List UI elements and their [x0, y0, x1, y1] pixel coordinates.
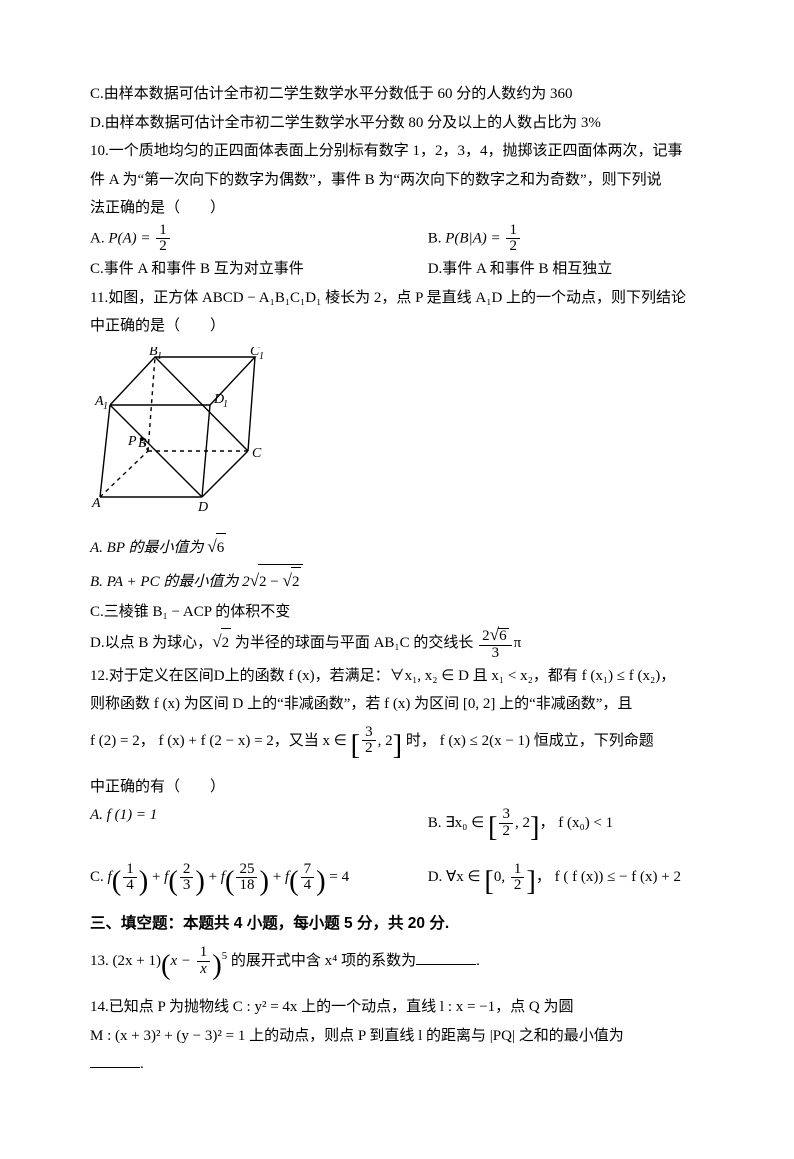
q13: 13. (2x + 1)(x − 1x)5 的展开式中含 x⁴ 项的系数为. [90, 939, 704, 993]
q12-option-a: A. f (1) = 1 [90, 801, 428, 855]
svg-text:1: 1 [223, 399, 228, 410]
q14-blank-line: . [90, 1050, 704, 1079]
svg-text:P: P [127, 434, 137, 449]
svg-text:A: A [91, 496, 101, 511]
q10-option-b: B. P(B|A) = 12 [428, 223, 704, 256]
q13-blank[interactable] [416, 947, 476, 965]
svg-text:D: D [197, 500, 208, 515]
q10-stem-3: 法正确的是（ ） [90, 194, 704, 223]
q12-stem-1: 12.对于定义在区间D上的函数 f (x)，若满足：∀x₁, x₂ ∈ D 且 … [90, 662, 704, 691]
q12-stem-4: 中正确的有（ ） [90, 773, 704, 802]
svg-text:B: B [138, 436, 147, 451]
q11-stem-1: 11.如图，正方体 ABCD − A₁B₁C₁D₁ 棱长为 2，点 P 是直线 … [90, 284, 704, 313]
q11-option-c: C.三棱锥 B₁ − ACP 的体积不变 [90, 598, 704, 627]
svg-text:1: 1 [259, 351, 264, 362]
q10-option-a: A. P(A) = 12 [90, 223, 428, 256]
q12-option-c: C. f(14) + f(23) + f(2518) + f(74) = 4 [90, 855, 428, 909]
q12-option-b: B. ∃x₀ ∈ [32, 2]， f (x₀) < 1 [428, 801, 704, 855]
q11-stem-2: 中正确的是（ ） [90, 312, 704, 341]
q11-option-b: B. PA + PC 的最小值为 22 − 2 [90, 564, 704, 598]
q12-stem-3: f (2) = 2， f (x) + f (2 − x) = 2，又当 x ∈ … [90, 719, 704, 773]
q12-option-d: D. ∀x ∈ [0, 12]， f ( f (x)) ≤ − f (x) + … [428, 855, 704, 909]
q10-stem-1: 10.一个质地均匀的正四面体表面上分别标有数字 1，2，3，4，抛掷该正四面体两… [90, 137, 704, 166]
q12-stem-2: 则称函数 f (x) 为区间 D 上的“非减函数”，若 f (x) 为区间 [0… [90, 690, 704, 719]
q14-blank[interactable] [90, 1051, 140, 1069]
q14-line1: 14.已知点 P 为抛物线 C : y² = 4x 上的一个动点，直线 l : … [90, 993, 704, 1022]
svg-text:1: 1 [157, 351, 162, 362]
q10-option-d: D.事件 A 和事件 B 相互独立 [428, 255, 704, 284]
svg-text:1: 1 [103, 401, 108, 412]
svg-text:C: C [252, 446, 262, 461]
q14-line2: M : (x + 3)² + (y − 3)² = 1 上的动点，则点 P 到直… [90, 1022, 704, 1051]
q10-option-c: C.事件 A 和事件 B 互为对立事件 [90, 255, 428, 284]
q11-option-d: D.以点 B 为球心，2 为半径的球面与平面 AB₁C 的交线长 263π [90, 626, 704, 662]
prev-option-c: C.由样本数据可估计全市初二学生数学水平分数低于 60 分的人数约为 360 [90, 80, 704, 109]
prev-option-d: D.由样本数据可估计全市初二学生数学水平分数 80 分及以上的人数占比为 3% [90, 109, 704, 138]
section-3-title: 三、填空题：本题共 4 小题，每小题 5 分，共 20 分. [90, 909, 704, 938]
cube-diagram: A1 B1 C1 D1 A B C D P [90, 347, 265, 517]
q11-option-a: A. BP 的最小值为 6 [90, 531, 704, 564]
q10-stem-2: 件 A 为“第一次向下的数字为偶数”，事件 B 为“两次向下的数字之和为奇数”，… [90, 166, 704, 195]
